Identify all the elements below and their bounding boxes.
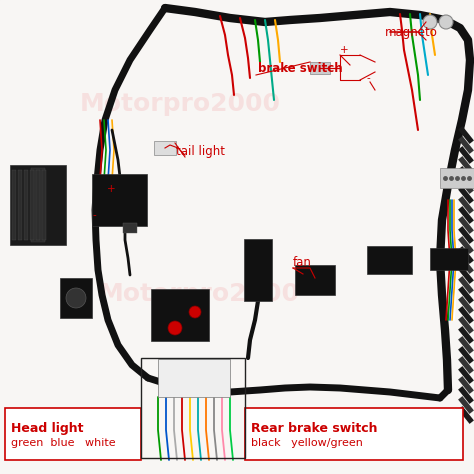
Text: green  blue   white: green blue white xyxy=(11,438,116,448)
Bar xyxy=(31,168,45,242)
Bar xyxy=(158,359,230,397)
Text: Head light: Head light xyxy=(11,422,83,435)
Bar xyxy=(42,170,46,240)
Bar xyxy=(10,165,66,245)
Text: fan: fan xyxy=(293,255,312,268)
Bar xyxy=(123,223,137,233)
Text: magneto: magneto xyxy=(385,26,438,38)
Bar xyxy=(36,170,40,240)
Bar xyxy=(5,408,141,460)
Text: -: - xyxy=(93,210,97,220)
Text: tail light: tail light xyxy=(176,146,225,158)
Bar xyxy=(440,168,474,188)
Circle shape xyxy=(189,306,201,318)
Bar xyxy=(245,408,463,460)
Bar xyxy=(18,170,22,240)
Bar xyxy=(60,278,92,318)
Circle shape xyxy=(439,15,453,29)
Bar xyxy=(295,265,335,295)
Bar xyxy=(310,62,330,74)
Text: -: - xyxy=(367,73,371,83)
Bar xyxy=(92,174,147,226)
Text: Rear brake switch: Rear brake switch xyxy=(251,422,377,435)
Circle shape xyxy=(168,321,182,335)
Bar xyxy=(367,246,412,274)
Text: black   yellow/green: black yellow/green xyxy=(251,438,363,448)
Text: +: + xyxy=(107,184,116,194)
Bar xyxy=(151,289,209,341)
Bar xyxy=(141,358,245,458)
Text: Motorpro2000: Motorpro2000 xyxy=(99,282,300,306)
Bar xyxy=(30,170,34,240)
Bar xyxy=(244,239,272,301)
Circle shape xyxy=(66,288,86,308)
Circle shape xyxy=(423,15,437,29)
Text: Motorpro2000: Motorpro2000 xyxy=(80,92,281,116)
Text: +: + xyxy=(340,45,348,55)
Bar xyxy=(12,170,16,240)
Bar xyxy=(154,141,176,155)
Bar xyxy=(430,248,468,270)
Text: brake switch: brake switch xyxy=(258,62,343,74)
Bar xyxy=(24,170,28,240)
